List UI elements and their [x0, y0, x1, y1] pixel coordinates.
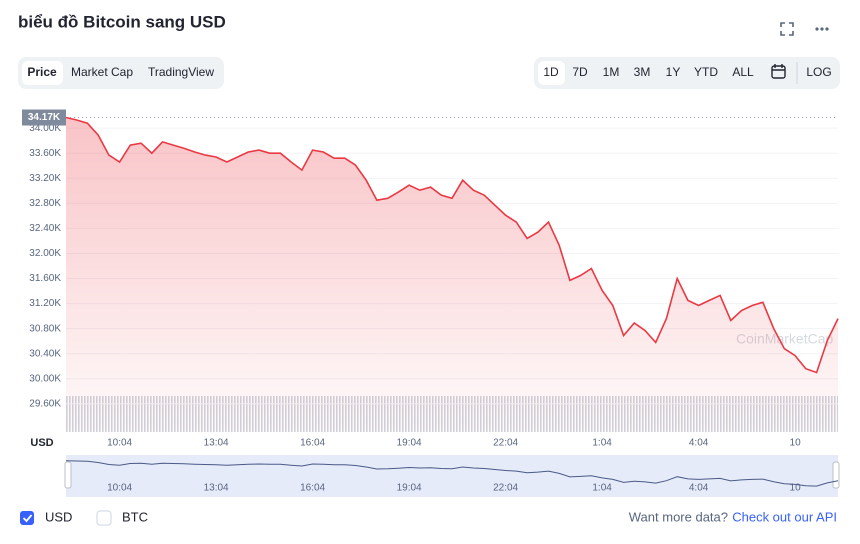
navigator-label: 22:04 [493, 483, 518, 494]
range-group [534, 57, 840, 89]
range[interactable]: 1M [603, 65, 620, 79]
range[interactable]: ALL [732, 65, 754, 79]
x-tick-label: 16:04 [300, 438, 325, 449]
reference-label: 34.17K [28, 112, 61, 123]
area [66, 117, 838, 432]
navigator-label: 4:04 [689, 483, 709, 494]
calendar-icon[interactable] [771, 64, 786, 79]
fullscreen-icon[interactable] [780, 22, 794, 36]
navigator-handle[interactable] [64, 461, 72, 489]
range[interactable]: 1Y [666, 65, 681, 79]
x-tick-label: 22:04 [493, 438, 518, 449]
x-tick-label: 1:04 [592, 438, 612, 449]
legend-btc: BTC [122, 509, 148, 524]
tab[interactable]: TradingView [148, 65, 214, 79]
tab[interactable]: Market Cap [71, 65, 133, 79]
y-tick-label: 32.80K [29, 198, 61, 209]
y-tick-label: 29.60K [29, 398, 61, 409]
tab-group [18, 57, 224, 89]
y-tick-label: 30.80K [29, 323, 61, 334]
range[interactable]: 7D [572, 65, 588, 79]
check [22, 514, 33, 523]
log-button[interactable]: LOG [806, 65, 831, 79]
y-tick-label: 32.00K [29, 248, 61, 259]
api-link[interactable]: Check out our API [732, 509, 837, 524]
checkbox[interactable] [96, 510, 112, 526]
range[interactable]: 1D [543, 65, 559, 79]
navigator-label: 10 [790, 483, 802, 494]
price-line [65, 116, 839, 374]
y-tick-label: 33.20K [29, 173, 61, 184]
navigator-handle[interactable] [832, 461, 840, 489]
y-axis-label: USD [30, 437, 53, 449]
checkbox-checked[interactable] [20, 511, 34, 525]
navigator-label: 10:04 [107, 483, 132, 494]
reference-box [22, 109, 66, 126]
title: biểu đồ Bitcoin sang USD [18, 12, 226, 31]
navigator[interactable] [66, 455, 838, 497]
navigator-label: 1:04 [592, 483, 612, 494]
x-tick-label: 13:04 [204, 438, 229, 449]
navigator-label: 13:04 [204, 483, 229, 494]
y-tick-label: 30.40K [29, 348, 61, 359]
legend-usd: USD [45, 509, 72, 524]
y-tick-label: 34.00K [29, 123, 61, 134]
navigator-label: 16:04 [300, 483, 325, 494]
range[interactable]: YTD [694, 65, 718, 79]
y-tick-label: 31.60K [29, 273, 61, 284]
more-data: Want more data? [629, 509, 728, 524]
x-tick-label: 10:04 [107, 438, 132, 449]
x-tick-label: 4:04 [689, 438, 709, 449]
y-tick-label: 30.00K [29, 373, 61, 384]
range[interactable]: 3M [634, 65, 651, 79]
y-tick-label: 33.60K [29, 148, 61, 159]
navigator-line [65, 460, 839, 487]
tab-active [22, 61, 63, 85]
tab[interactable]: Price [27, 65, 57, 79]
x-tick-label: 19:04 [397, 438, 422, 449]
navigator-label: 19:04 [397, 483, 422, 494]
x-tick-label: 10 [790, 438, 802, 449]
range-active [538, 61, 565, 85]
y-tick-label: 31.20K [29, 298, 61, 309]
more-icon[interactable] [815, 27, 829, 31]
y-tick-label: 32.40K [29, 223, 61, 234]
